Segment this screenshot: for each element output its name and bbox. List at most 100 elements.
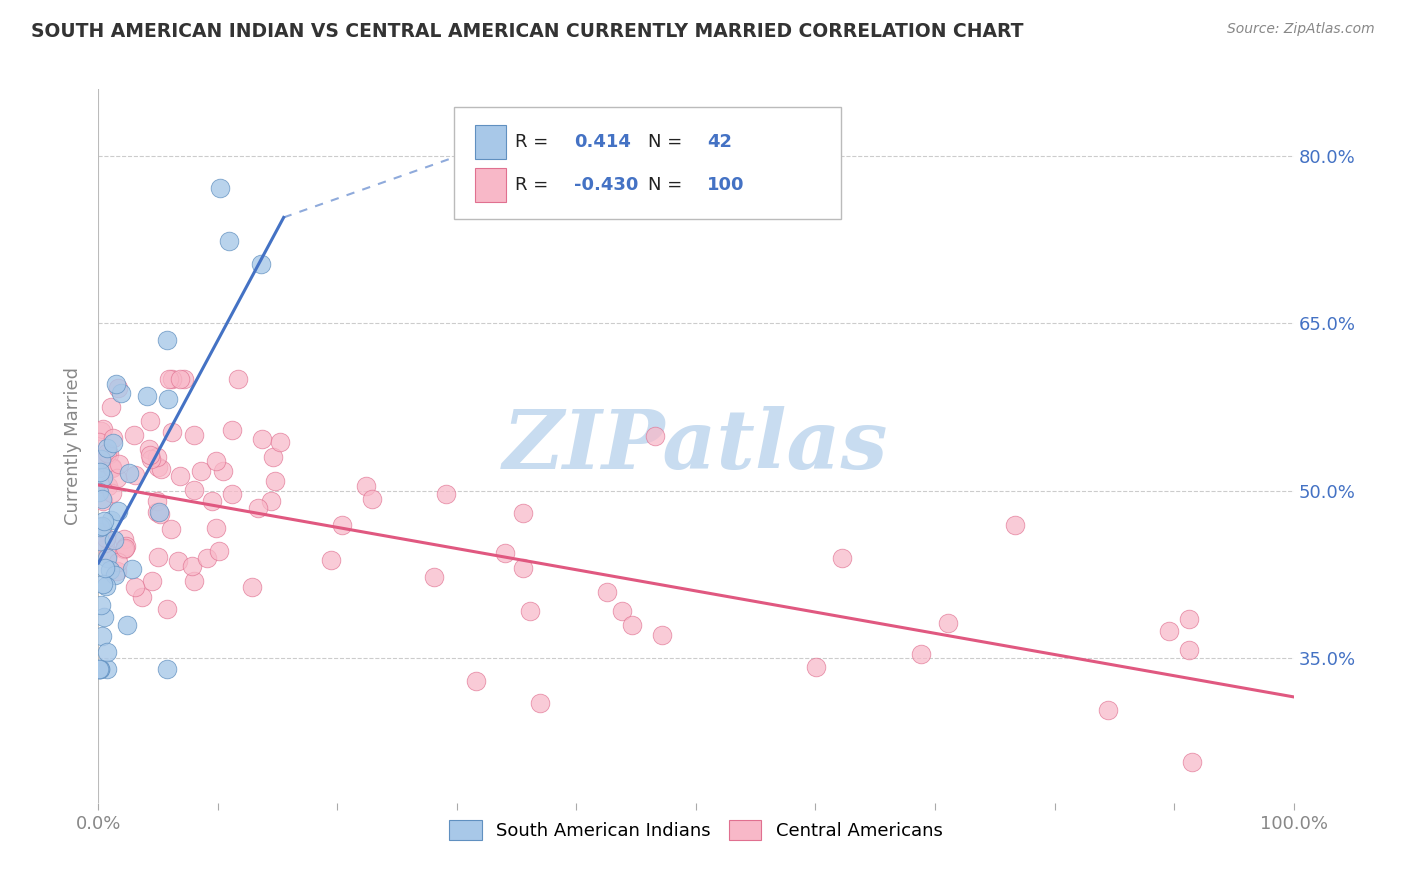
Point: [252, 432, 274, 446]
Point: [149, 462, 172, 476]
Point: [208, 181, 231, 195]
Point: [434, 487, 457, 501]
Point: [121, 562, 143, 576]
Text: Source: ZipAtlas.com: Source: ZipAtlas.com: [1227, 22, 1375, 37]
Point: [249, 257, 271, 271]
Text: 0.414: 0.414: [574, 133, 630, 152]
Point: [160, 425, 183, 439]
Point: [124, 427, 146, 442]
Point: [91, 577, 114, 591]
Point: [262, 450, 284, 464]
Point: [319, 553, 342, 567]
Point: [139, 448, 162, 462]
Point: [108, 457, 131, 471]
Point: [89, 461, 111, 475]
Point: [89, 525, 111, 540]
Point: [105, 377, 128, 392]
Point: [94, 532, 117, 546]
Point: [146, 549, 169, 564]
Point: [87, 485, 110, 500]
Point: [181, 559, 204, 574]
Point: [260, 494, 283, 508]
Point: [156, 662, 179, 676]
Point: [160, 372, 183, 386]
Point: [208, 544, 231, 558]
Point: [87, 662, 110, 676]
Point: [103, 431, 125, 445]
Point: [148, 505, 170, 519]
Point: [112, 541, 135, 556]
Point: [100, 513, 122, 527]
Point: [936, 615, 959, 630]
Point: [183, 483, 205, 497]
Point: [93, 536, 115, 550]
Point: [529, 696, 551, 710]
Point: [240, 580, 263, 594]
Point: [124, 468, 146, 483]
Point: [330, 518, 353, 533]
Point: [804, 660, 827, 674]
Point: [160, 522, 183, 536]
Point: [90, 598, 112, 612]
Point: [512, 506, 534, 520]
Point: [596, 584, 619, 599]
Point: [101, 485, 124, 500]
Point: [221, 487, 243, 501]
Text: ZIPatlas: ZIPatlas: [503, 406, 889, 486]
Point: [138, 442, 160, 456]
Point: [101, 461, 124, 475]
Point: [205, 454, 228, 468]
Text: N =: N =: [648, 133, 682, 152]
Point: [221, 423, 243, 437]
Point: [94, 561, 117, 575]
Point: [1097, 703, 1119, 717]
Point: [101, 460, 124, 475]
Point: [135, 389, 157, 403]
Point: [96, 645, 118, 659]
Point: [354, 478, 377, 492]
Point: [107, 381, 129, 395]
Point: [90, 491, 112, 506]
Point: [100, 400, 122, 414]
Point: [104, 567, 127, 582]
Point: [103, 533, 125, 548]
Point: [101, 436, 124, 450]
Point: [89, 520, 111, 534]
Point: [146, 450, 169, 464]
Point: [512, 561, 534, 575]
Point: [107, 504, 129, 518]
Point: [167, 554, 190, 568]
Point: [264, 474, 287, 488]
Point: [1178, 643, 1201, 657]
Point: [115, 539, 138, 553]
Point: [156, 333, 179, 347]
Point: [96, 446, 118, 460]
Point: [1004, 518, 1026, 533]
Point: [146, 460, 169, 475]
Point: [115, 618, 138, 632]
Point: [831, 550, 853, 565]
Point: [96, 442, 118, 456]
Point: [494, 546, 516, 560]
Point: [87, 662, 110, 676]
Point: [621, 618, 644, 632]
Point: [183, 574, 205, 588]
Point: [361, 491, 384, 506]
Point: [465, 673, 488, 688]
Point: [1157, 624, 1180, 638]
Point: [105, 470, 128, 484]
Point: [94, 579, 117, 593]
Text: SOUTH AMERICAN INDIAN VS CENTRAL AMERICAN CURRENTLY MARRIED CORRELATION CHART: SOUTH AMERICAN INDIAN VS CENTRAL AMERICA…: [31, 22, 1024, 41]
Point: [173, 372, 195, 386]
Point: [201, 494, 224, 508]
Legend: South American Indians, Central Americans: South American Indians, Central American…: [441, 813, 950, 847]
Point: [117, 466, 139, 480]
Point: [139, 451, 162, 466]
Point: [157, 372, 180, 386]
Point: [169, 372, 191, 386]
Y-axis label: Currently Married: Currently Married: [65, 367, 83, 525]
Point: [107, 556, 129, 570]
Text: R =: R =: [515, 133, 548, 152]
Point: [1178, 611, 1201, 625]
Point: [148, 507, 170, 521]
